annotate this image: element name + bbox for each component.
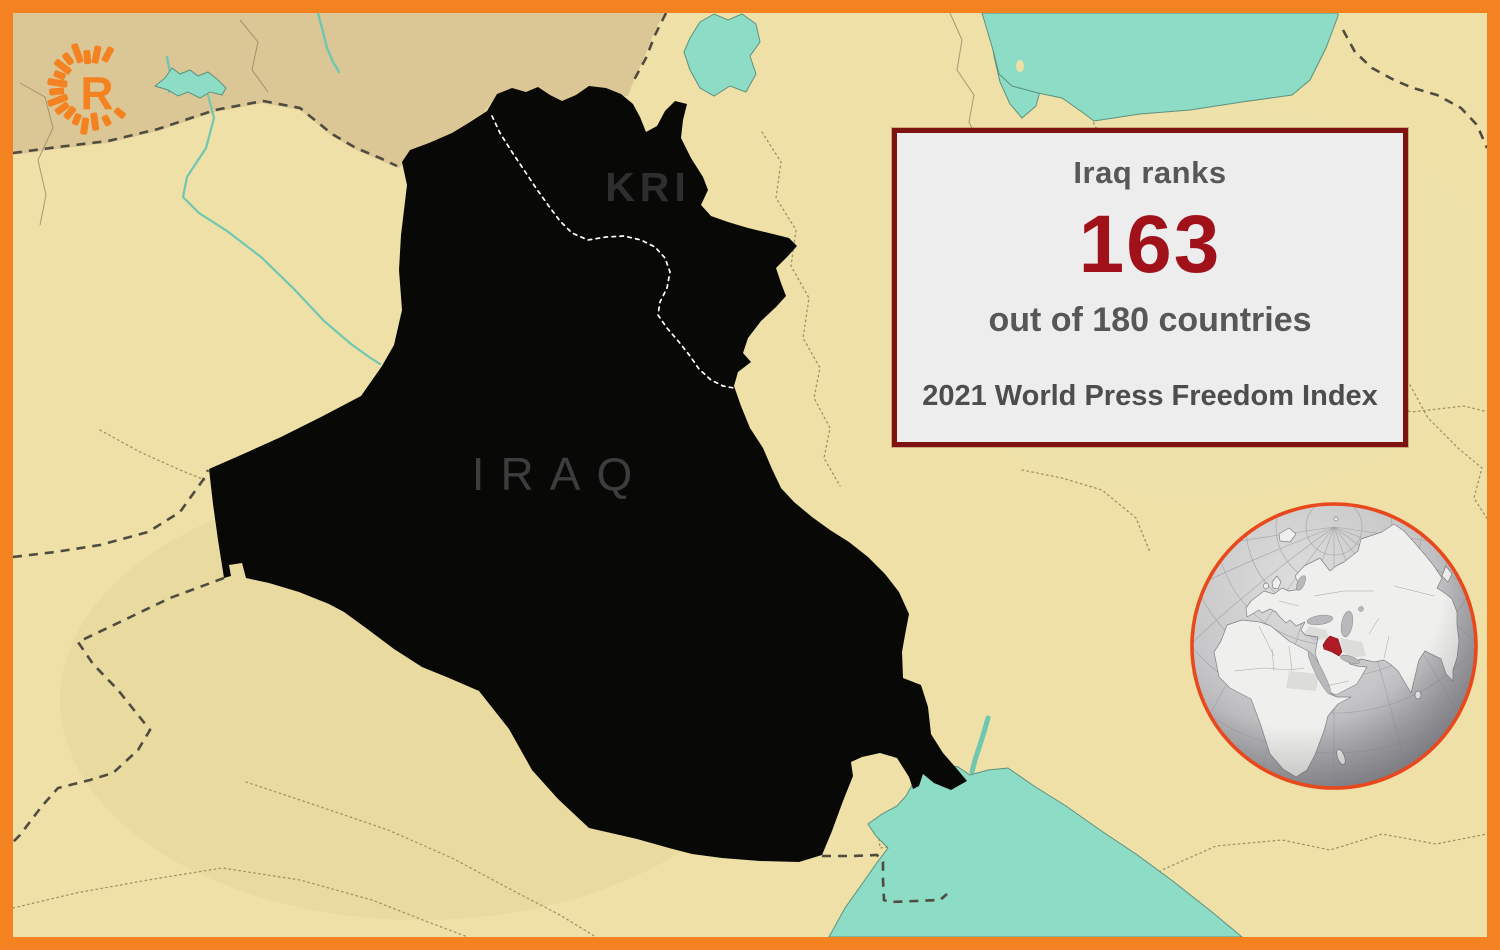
sunburst-icon — [47, 43, 126, 135]
globe-shading — [1193, 505, 1475, 787]
ranking-infobox: Iraq ranks 163 out of 180 countries 2021… — [892, 128, 1408, 447]
infobox-index-name: 2021 World Press Freedom Index — [922, 380, 1378, 412]
country-borders-dashed — [12, 12, 1489, 904]
iraq-label: IRAQ — [472, 448, 648, 500]
infobox-subheading: out of 180 countries — [988, 301, 1312, 339]
kri-label: KRI — [605, 164, 691, 210]
logo-letter: R — [80, 67, 113, 119]
lake-reservoir — [153, 67, 227, 99]
sea-caspian — [981, 12, 1339, 122]
infobox-rank-number: 163 — [1078, 199, 1222, 290]
lake-van — [683, 13, 761, 97]
iraq-silhouette — [209, 86, 967, 862]
lake-island — [1016, 60, 1024, 72]
rudaw-logo: R — [47, 43, 126, 135]
globe-ring — [1190, 502, 1478, 790]
globe-inset — [1190, 502, 1478, 790]
kri-border-dashed — [491, 115, 735, 389]
infobox-heading: Iraq ranks — [1073, 155, 1227, 190]
water-bodies — [153, 12, 1339, 938]
region-turkey — [13, 13, 664, 168]
admin-lines-solid — [19, 12, 981, 226]
